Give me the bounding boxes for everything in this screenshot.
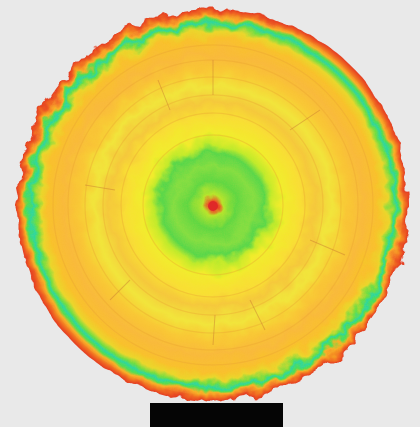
cracks: [84, 60, 346, 346]
label-block: [150, 403, 283, 427]
disk: [17, 9, 409, 401]
growth-rings: [52, 44, 374, 366]
pith: [208, 201, 218, 211]
